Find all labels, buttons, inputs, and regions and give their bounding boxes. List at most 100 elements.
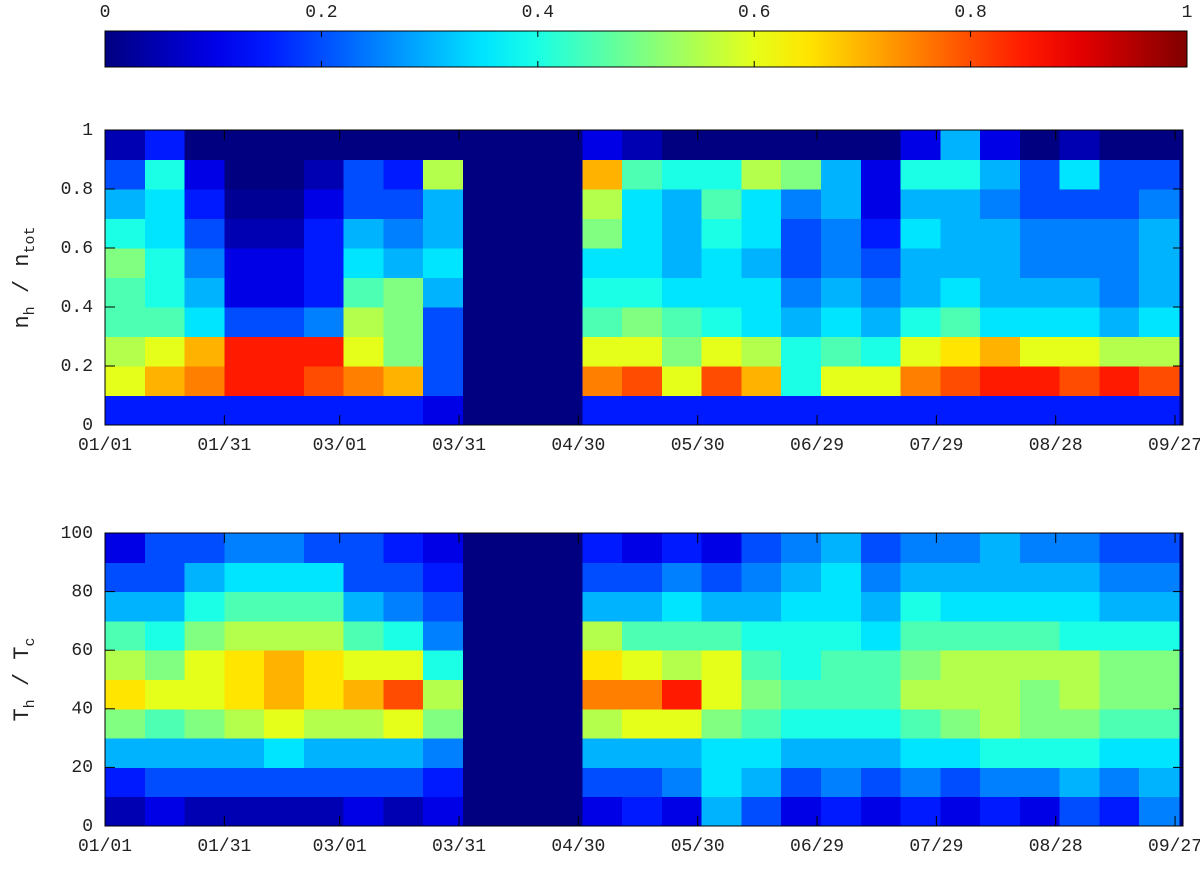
heatmap-cell [701, 189, 742, 219]
heatmap-cell [701, 562, 742, 593]
heatmap-cell [303, 767, 345, 798]
heatmap-cell [383, 277, 424, 308]
colorbar-tick-label: 0.6 [738, 3, 770, 23]
heatmap-cell [900, 218, 941, 249]
heatmap-cell [781, 248, 822, 278]
heatmap-cell [741, 159, 782, 190]
heatmap-cell [900, 336, 941, 367]
heatmap-cell [383, 533, 424, 563]
heatmap-cell [264, 679, 305, 710]
x-tick-label: 03/01 [313, 436, 367, 456]
heatmap-cell [105, 650, 146, 680]
heatmap-cell [821, 130, 862, 160]
heatmap-cell [1099, 562, 1140, 593]
heatmap-cell [701, 679, 742, 710]
heatmap-cell [224, 130, 265, 160]
heatmap-cell [1139, 159, 1180, 190]
heatmap-cell [622, 307, 663, 337]
heatmap-cell [980, 620, 1021, 651]
heatmap-cell [781, 395, 822, 426]
heatmap-cell [1059, 533, 1100, 563]
heatmap-cell [343, 189, 384, 219]
y-axis-label: Th / Tc [10, 637, 40, 721]
heatmap-cell [423, 562, 464, 593]
heatmap-cell [264, 277, 305, 308]
heatmap-cell [582, 159, 623, 190]
heatmap-cell [622, 366, 663, 396]
y-tick-label: 80 [71, 582, 93, 602]
heatmap-cell [582, 533, 623, 563]
heatmap-cell [582, 650, 623, 680]
y-tick-label: 0 [82, 416, 93, 436]
heatmap-cell [184, 130, 225, 160]
heatmap-cell [144, 189, 186, 219]
x-tick-label: 07/29 [909, 837, 963, 857]
heatmap-cell [980, 650, 1021, 680]
y-axis-label-part: / T [10, 646, 35, 699]
heatmap-cell [622, 796, 663, 827]
heatmap-cell [343, 708, 384, 739]
heatmap-cell [980, 679, 1021, 710]
heatmap-cell [224, 591, 265, 622]
heatmap-cell [1139, 189, 1180, 219]
heatmap-cell [105, 533, 146, 563]
heatmap-cell [144, 679, 186, 710]
heatmap-cell [423, 336, 464, 367]
heatmap-cell [1139, 130, 1180, 160]
y-axis-label-part: n [10, 315, 35, 328]
heatmap-cell [1059, 650, 1100, 680]
heatmap-cell [860, 562, 902, 593]
heatmap-cell [144, 159, 186, 190]
heatmap-cell [224, 767, 265, 798]
heatmap-cell [900, 591, 941, 622]
heatmap-cell [900, 277, 941, 308]
heatmap-cell [582, 277, 623, 308]
heatmap-cell [980, 277, 1021, 308]
heatmap-cell [900, 796, 941, 827]
heatmap-cell [343, 366, 384, 396]
y-tick-label: 60 [71, 641, 93, 661]
heatmap-cell [1139, 679, 1180, 710]
heatmap-cell [821, 336, 862, 367]
y-axis-label-part: tot [22, 226, 39, 253]
heatmap-cell [343, 738, 384, 768]
heatmap-cell [1139, 277, 1180, 308]
y-axis-label-part: h [22, 699, 39, 708]
heatmap-cell [1139, 366, 1180, 396]
heatmap-cell [622, 738, 663, 768]
heatmap-cell [661, 796, 703, 827]
heatmap-cell [542, 708, 583, 739]
colorbar-tick-label: 1 [1182, 3, 1193, 23]
heatmap-cell [1099, 159, 1140, 190]
y-tick-label: 100 [61, 524, 93, 544]
heatmap-cell [741, 650, 782, 680]
x-tick-label: 09/27 [1148, 436, 1200, 456]
heatmap-cell [423, 189, 464, 219]
heatmap-cell [1059, 620, 1100, 651]
heatmap-cell [582, 336, 623, 367]
heatmap-cell [343, 307, 384, 337]
heatmap-cell [661, 307, 703, 337]
heatmap-cell [900, 307, 941, 337]
heatmap-cell [224, 159, 265, 190]
heatmap-cell [582, 562, 623, 593]
heatmap-cell [821, 650, 862, 680]
heatmap-cell [343, 796, 384, 827]
heatmap-cell [940, 336, 981, 367]
heatmap-cell [940, 307, 981, 337]
heatmap-cell [701, 248, 742, 278]
heatmap-cell [144, 395, 186, 426]
heatmap-cell [940, 679, 981, 710]
heatmap-cell [264, 218, 305, 249]
heatmap-cell [144, 620, 186, 651]
heatmap-cell [1099, 366, 1140, 396]
heatmap-cell [184, 650, 225, 680]
heatmap-cell [582, 307, 623, 337]
heatmap-cell [502, 248, 544, 278]
heatmap-cell [1059, 189, 1100, 219]
heatmap-cell [1099, 620, 1140, 651]
plot-frame [104, 129, 1184, 426]
heatmap-cell [622, 189, 663, 219]
heatmap-cell [105, 277, 146, 308]
heatmap-cell [661, 336, 703, 367]
